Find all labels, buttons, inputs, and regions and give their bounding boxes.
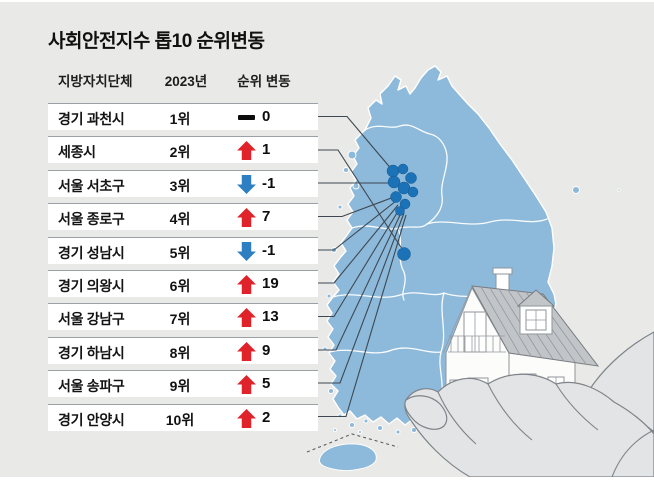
rank-value: 4위 <box>169 211 191 228</box>
province-borders <box>329 124 548 401</box>
rank-value: 5위 <box>169 244 191 261</box>
down-arrow-icon <box>237 241 256 261</box>
up-arrow-icon <box>237 141 256 161</box>
row-to-map-lines <box>318 115 407 418</box>
local-government-name: 서울 종로구 <box>58 211 125 228</box>
local-government-name: 서울 서초구 <box>58 177 125 194</box>
table-row: 경기 성남시 5위 -1 <box>48 236 318 264</box>
local-government-name: 경기 안양시 <box>58 411 125 428</box>
header-local-government: 지방자치단체 <box>58 74 133 89</box>
change-icon-slot <box>236 374 257 395</box>
rank-value: 6위 <box>169 278 191 294</box>
map-marker <box>405 172 417 184</box>
dash-icon <box>238 115 255 120</box>
change-icon-slot <box>236 408 257 429</box>
table-row: 서울 강남구 7위 13 <box>48 303 318 331</box>
change-value: -1 <box>262 174 276 192</box>
change-value: 5 <box>262 375 271 393</box>
rank-value: 3위 <box>169 177 191 194</box>
table-row: 경기 하남시 8위 9 <box>48 336 318 364</box>
finger-crease <box>555 383 599 431</box>
up-arrow-icon <box>237 341 256 361</box>
change-value: 19 <box>262 275 279 292</box>
table-row: 서울 송파구 9위 5 <box>48 370 318 398</box>
rank-value: 9위 <box>169 378 191 395</box>
table-row: 서울 서초구 3위 -1 <box>48 169 318 197</box>
table-header: 지방자치단체 2023년 순위 변동 <box>0 70 340 89</box>
local-government-name: 서울 송파구 <box>58 378 125 395</box>
change-value: -1 <box>262 241 276 259</box>
table-row: 경기 안양시 10위 2 <box>48 403 318 431</box>
change-value: 7 <box>262 208 271 226</box>
change-icon-slot <box>236 307 257 328</box>
finger-crease <box>487 383 533 441</box>
change-icon-slot <box>236 140 257 161</box>
wrist-crease <box>611 429 654 478</box>
map-marker <box>395 206 405 216</box>
down-arrow-icon <box>237 174 256 194</box>
local-government-name: 경기 성남시 <box>58 244 125 261</box>
up-arrow-icon <box>237 275 256 294</box>
table-row: 경기 과천시 1위 0 <box>48 103 318 130</box>
bottom-margin <box>0 477 654 486</box>
header-2023-rank: 2023년 <box>164 74 208 89</box>
rank-value: 10위 <box>165 411 195 428</box>
map-marker <box>387 175 401 189</box>
map-marker <box>407 186 419 198</box>
local-government-name: 경기 하남시 <box>58 344 125 361</box>
rank-value: 1위 <box>169 111 191 127</box>
map-marker <box>399 198 411 210</box>
change-value: 0 <box>262 108 271 125</box>
change-icon-slot <box>236 174 257 195</box>
hand-fingers <box>404 373 654 478</box>
local-government-name: 서울 강남구 <box>58 311 125 328</box>
jeju-inset-dash <box>306 433 399 453</box>
table-row: 서울 종로구 4위 7 <box>48 203 318 231</box>
ulleungdo-island <box>572 186 580 194</box>
change-icon-slot <box>236 274 257 295</box>
change-value: 1 <box>262 141 271 159</box>
change-value: 13 <box>262 308 279 326</box>
table-row: 세종시 2위 1 <box>48 136 318 164</box>
up-arrow-icon <box>237 308 256 328</box>
finger-crease <box>437 391 477 445</box>
rank-value: 8위 <box>169 344 191 361</box>
top-margin <box>0 0 654 2</box>
map-marker-sejong <box>397 247 411 261</box>
hand-thumb <box>404 395 448 430</box>
change-icon-slot <box>236 241 257 262</box>
local-government-name: 경기 의왕시 <box>58 278 125 294</box>
change-icon-slot <box>236 207 257 228</box>
map-marker <box>390 191 402 203</box>
rank-value: 7위 <box>169 311 191 328</box>
map-markers <box>386 163 419 261</box>
change-icon-slot <box>236 107 257 128</box>
dokdo-island <box>617 188 621 192</box>
page-title: 사회안전지수 톱10 순위변동 <box>48 31 265 52</box>
up-arrow-icon <box>237 408 256 428</box>
rank-value: 2위 <box>169 144 191 161</box>
jeju-island <box>318 443 377 471</box>
change-value: 2 <box>262 408 271 426</box>
local-government-name: 경기 과천시 <box>58 111 125 127</box>
up-arrow-icon <box>237 375 256 395</box>
local-government-name: 세종시 <box>58 144 96 161</box>
table-row: 경기 의왕시 6위 19 <box>48 270 318 297</box>
up-arrow-icon <box>237 208 256 228</box>
change-icon-slot <box>236 341 257 362</box>
change-value: 9 <box>262 341 271 359</box>
header-rank-change: 순위 변동 <box>237 74 291 89</box>
map-marker <box>397 163 409 175</box>
